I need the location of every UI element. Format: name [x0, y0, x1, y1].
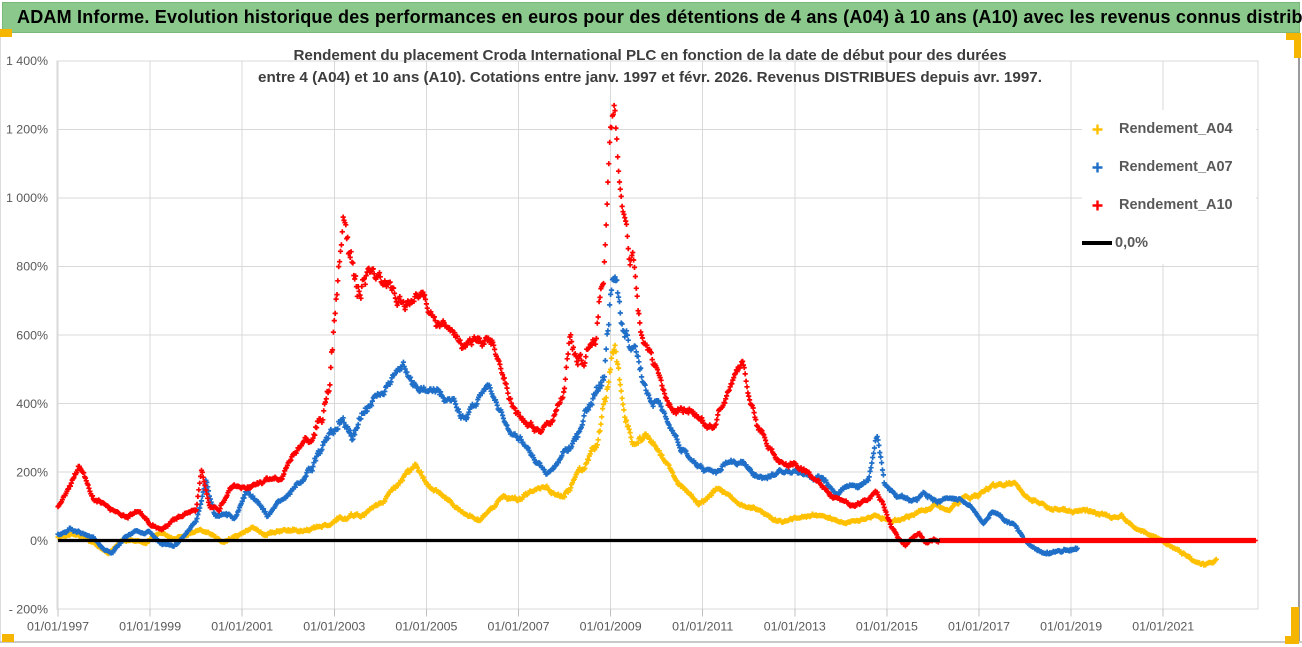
series-rendement-a10[interactable]: [55, 102, 1258, 549]
legend-item-rendement-a07[interactable]: Rendement_A07: [1082, 148, 1256, 186]
x-axis-tick-label: 01/01/1999: [119, 620, 181, 634]
y-axis-tick-label: 800%: [16, 260, 48, 274]
window-border-bottom: [0, 641, 1302, 643]
selection-corner-accent-top-right: [1286, 33, 1301, 40]
legend-item-zero-line[interactable]: 0,0%: [1082, 224, 1256, 262]
chart-legend: Rendement_A04 Rendement_A07 Rendement_A1…: [1082, 110, 1256, 264]
y-axis-tick-label: - 200%: [9, 602, 48, 616]
legend-label-a07: Rendement_A07: [1119, 159, 1233, 175]
legend-item-rendement-a04[interactable]: Rendement_A04: [1082, 110, 1256, 148]
y-axis-tick-label: 1 200%: [6, 123, 48, 137]
x-axis-tick-label: 01/01/2005: [395, 620, 457, 634]
y-axis-tick-label: 200%: [16, 465, 48, 479]
series-rendement-a04[interactable]: [55, 342, 1219, 568]
plus-marker-icon: [1082, 123, 1112, 136]
selection-corner-accent-top-left: [0, 29, 12, 37]
y-axis-tick-label: 0%: [30, 534, 48, 548]
legend-item-rendement-a10[interactable]: Rendement_A10: [1082, 186, 1256, 224]
x-axis-tick-label: 01/01/2003: [303, 620, 365, 634]
x-axis-tick-label: 01/01/2013: [764, 620, 826, 634]
zero-line-icon: [1082, 241, 1112, 245]
report-header-bar: ADAM Informe. Evolution historique des p…: [2, 2, 1302, 33]
x-axis-tick-label: 01/01/2021: [1132, 620, 1194, 634]
legend-label-zero: 0,0%: [1115, 235, 1149, 251]
selection-corner-accent-bottom-right: [1291, 607, 1299, 644]
y-axis-tick-label: 400%: [16, 397, 48, 411]
y-axis-tick-label: 600%: [16, 328, 48, 342]
plus-marker-icon: [1082, 199, 1112, 212]
report-title: ADAM Informe. Evolution historique des p…: [17, 7, 1302, 27]
selection-corner-accent-bottom-left: [2, 634, 14, 642]
x-axis-tick-label: 01/01/2011: [672, 620, 733, 634]
x-axis-tick-label: 01/01/2007: [487, 620, 549, 634]
y-axis-tick-label: 1 400%: [6, 54, 48, 68]
legend-label-a04: Rendement_A04: [1119, 121, 1233, 137]
window-border-left: [0, 34, 1, 643]
window-border-right: [1298, 34, 1300, 643]
selection-corner-accent-bottom-right: [1285, 636, 1299, 644]
plus-marker-icon: [1082, 161, 1112, 174]
chart-title-line-1: Rendement du placement Croda Internation…: [293, 47, 1007, 64]
x-axis-tick-label: 01/01/2019: [1040, 620, 1102, 634]
series-rendement-a07[interactable]: [55, 274, 1080, 557]
y-axis-tick-label: 1 000%: [6, 191, 48, 205]
x-axis-tick-label: 01/01/2015: [856, 620, 918, 634]
x-axis-tick-label: 01/01/2009: [580, 620, 642, 634]
chart-title: Rendement du placement Croda Internation…: [150, 45, 1150, 90]
x-axis-tick-label: 01/01/1997: [27, 620, 89, 634]
legend-label-a10: Rendement_A10: [1119, 197, 1233, 213]
x-axis-tick-label: 01/01/2017: [948, 620, 1010, 634]
chart-title-line-2: entre 4 (A04) et 10 ans (A10). Cotations…: [258, 69, 1042, 87]
x-axis-tick-label: 01/01/2001: [211, 620, 273, 634]
selection-corner-accent-top-right: [1294, 33, 1301, 58]
